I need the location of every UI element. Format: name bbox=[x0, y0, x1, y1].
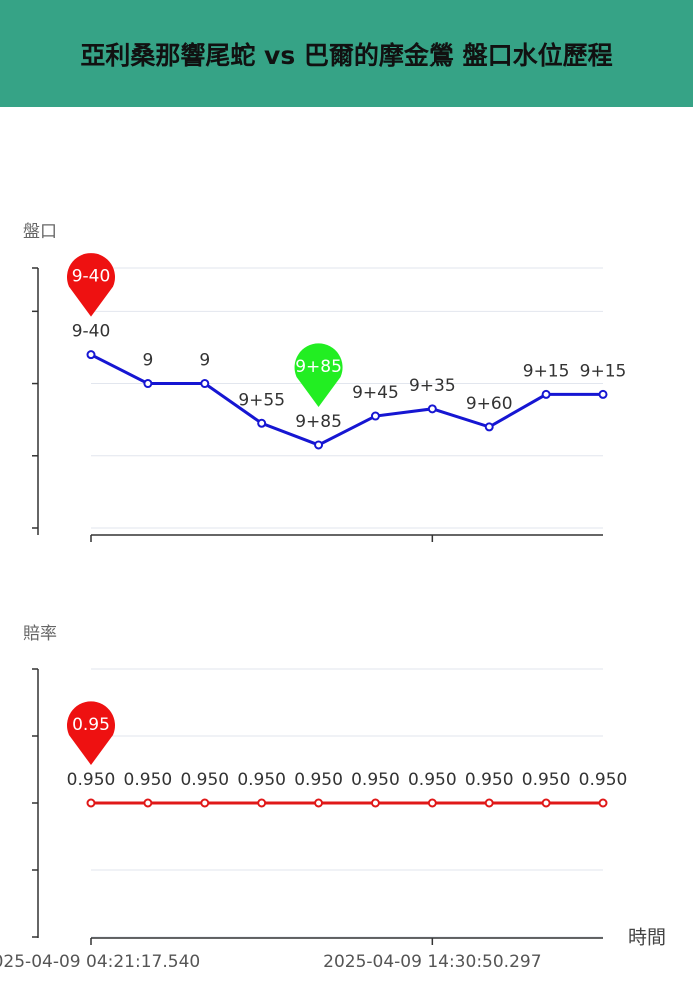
header: 亞利桑那響尾蛇 vs 巴爾的摩金鶯 盤口水位歷程 bbox=[0, 0, 693, 107]
mark-pin bbox=[67, 253, 115, 317]
value-label: 9+35 bbox=[409, 376, 456, 396]
y-axis-label: 盤口 bbox=[23, 222, 57, 242]
value-label: 9+55 bbox=[238, 390, 285, 410]
mark-pin bbox=[294, 343, 343, 407]
value-label: 9+85 bbox=[295, 412, 342, 432]
value-label: 9+45 bbox=[352, 383, 399, 403]
mark-label: 0.95 bbox=[72, 715, 110, 735]
point bbox=[541, 389, 551, 399]
point bbox=[86, 798, 96, 808]
point bbox=[427, 798, 437, 808]
value-label: 0.950 bbox=[579, 770, 628, 790]
x-tick-label: 2025-04-09 04:21:17.540 bbox=[0, 952, 200, 972]
mark-pin bbox=[67, 701, 115, 765]
point bbox=[200, 798, 210, 808]
point bbox=[370, 411, 380, 421]
value-label: 0.950 bbox=[351, 770, 400, 790]
value-label: 9 bbox=[199, 351, 210, 371]
value-label: 9 bbox=[142, 351, 153, 371]
value-label: 0.950 bbox=[522, 770, 571, 790]
charts: 盤口 9-40 9 9 9+55 9+85 9+45 9+35 9+60 9+15 9+15 9-40… bbox=[0, 222, 666, 972]
value-label: 0.950 bbox=[67, 770, 116, 790]
point bbox=[541, 798, 551, 808]
mark-label: 9-40 bbox=[72, 267, 111, 287]
value-label: 9+60 bbox=[466, 394, 513, 414]
point bbox=[86, 350, 96, 360]
point bbox=[370, 798, 380, 808]
y-axis-label: 賠率 bbox=[23, 624, 57, 644]
x-axis-label: 時間 bbox=[628, 927, 666, 949]
value-label: 0.950 bbox=[180, 770, 229, 790]
point bbox=[143, 379, 153, 389]
mark-label: 9+85 bbox=[295, 357, 342, 377]
value-label: 0.950 bbox=[124, 770, 173, 790]
x-tick-label: 2025-04-09 14:30:50.297 bbox=[323, 952, 541, 972]
point bbox=[314, 440, 324, 450]
title: 亞利桑那響尾蛇 vs 巴爾的摩金鶯 盤口水位歷程 bbox=[80, 40, 613, 70]
value-label: 0.950 bbox=[465, 770, 514, 790]
value-label: 0.950 bbox=[408, 770, 457, 790]
point bbox=[598, 389, 608, 399]
line bbox=[90, 353, 603, 447]
value-label: 0.950 bbox=[237, 770, 286, 790]
value-label: 9+15 bbox=[580, 361, 627, 381]
value-label: 9-40 bbox=[72, 322, 111, 342]
value-label: 0.950 bbox=[294, 770, 343, 790]
value-label: 9+15 bbox=[523, 361, 570, 381]
point bbox=[598, 798, 608, 808]
point bbox=[484, 422, 494, 432]
point bbox=[257, 418, 267, 428]
point bbox=[143, 798, 153, 808]
point bbox=[200, 379, 210, 389]
point bbox=[257, 798, 267, 808]
point bbox=[484, 798, 494, 808]
point bbox=[314, 798, 324, 808]
point bbox=[427, 404, 437, 414]
